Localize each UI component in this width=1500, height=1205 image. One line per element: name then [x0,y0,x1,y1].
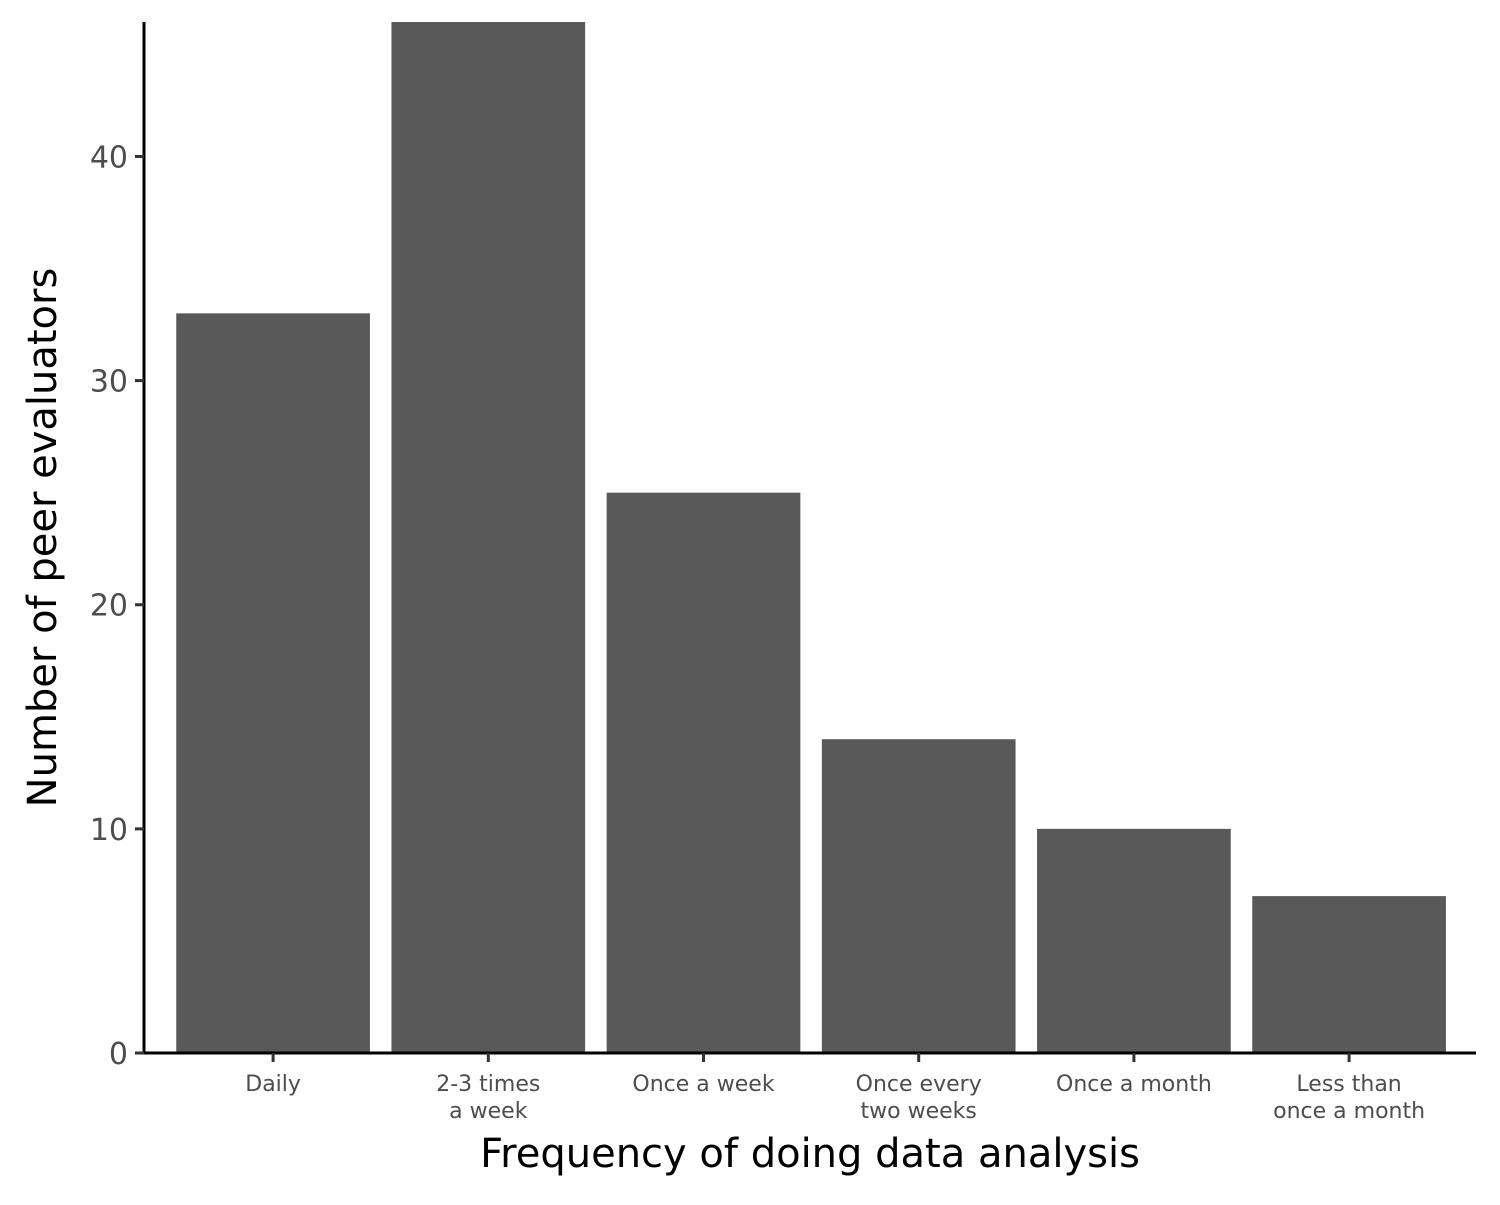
y-axis-title: Number of peer evaluators [20,268,66,808]
x-axis-title: Frequency of doing data analysis [480,1131,1140,1177]
x-ticks-layer: Daily 2-3 times a week Once a week Once ever… [245,1053,1425,1124]
bar-0 [176,313,370,1053]
bar-5 [1252,896,1446,1053]
x-tick-label-0: Daily [245,1072,301,1097]
bar-1 [391,22,586,1053]
x-tick-label-5: Less than once a month [1273,1072,1425,1124]
bar-4 [1037,828,1231,1053]
y-ticks-layer: 0 10 20 30 40 [90,140,144,1072]
axes-layer [142,22,1476,1055]
y-tick-label-20: 20 [90,589,128,624]
y-tick-label-30: 30 [90,365,128,400]
bar-3 [821,739,1016,1053]
bars-layer [176,22,1446,1053]
x-tick-label-3: Once every two weeks [856,1072,982,1124]
y-tick-label-40: 40 [90,140,128,175]
x-tick-label-1: 2-3 times a week [436,1072,540,1124]
bar-2 [606,492,801,1053]
x-tick-label-4: Once a month [1056,1072,1212,1097]
x-tick-label-2: Once a week [632,1072,774,1097]
y-tick-label-0: 0 [109,1037,128,1072]
y-tick-label-10: 10 [90,813,128,848]
